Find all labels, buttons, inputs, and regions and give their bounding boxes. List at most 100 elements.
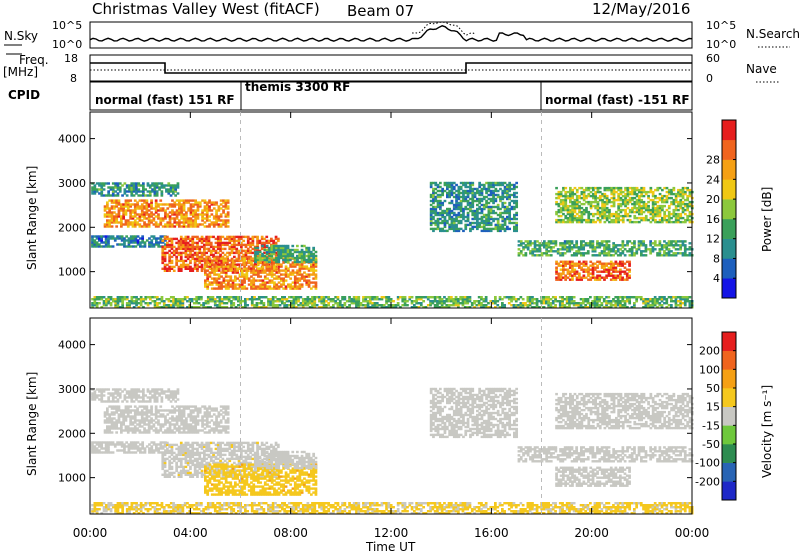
power-cell: [503, 217, 507, 221]
power-cell: [238, 279, 242, 282]
power-cell: [452, 187, 456, 191]
power-cell: [578, 200, 581, 204]
power-cell: [640, 198, 644, 202]
power-cell: [291, 254, 295, 258]
power-cell: [298, 256, 302, 260]
power-cell: [566, 220, 570, 224]
power-cell: [154, 209, 158, 212]
power-cell: [214, 245, 218, 249]
power-cell: [170, 255, 174, 259]
power-cell: [121, 194, 124, 197]
power-cell: [450, 225, 454, 229]
power-cell: [127, 243, 131, 246]
power-cell: [501, 205, 505, 209]
power-cell: [345, 306, 349, 309]
power-cell: [191, 257, 195, 261]
power-cell: [212, 223, 216, 226]
freq-panel-frame: [89, 54, 693, 82]
power-cell: [439, 207, 442, 211]
power-cell: [303, 256, 306, 260]
power-cell: [591, 254, 595, 257]
power-cell: [642, 306, 645, 309]
power-cell: [612, 200, 616, 204]
power-cell: [605, 254, 609, 257]
power-cell: [566, 210, 570, 214]
power-cell: [626, 298, 629, 301]
power-cell: [494, 199, 498, 203]
power-cell: [298, 254, 302, 258]
power-cell: [450, 181, 454, 185]
power-cell: [289, 287, 293, 290]
power-cell: [194, 211, 198, 214]
power-cell: [617, 202, 621, 206]
power-cell: [503, 219, 507, 223]
power-cell: [640, 216, 644, 220]
power-cell: [462, 217, 465, 221]
power-cell: [580, 278, 584, 281]
power-cell: [305, 275, 309, 278]
power-cell: [564, 206, 568, 210]
power-cell: [105, 300, 108, 303]
power-cell: [598, 278, 602, 281]
power-cell: [533, 302, 537, 305]
power-cell: [219, 223, 223, 226]
power-cell: [575, 244, 579, 247]
power-cell: [512, 296, 516, 299]
power-cell: [614, 276, 618, 279]
power-cell: [440, 302, 444, 305]
power-cell: [482, 185, 486, 189]
power-cell: [143, 221, 146, 224]
power-cell: [512, 298, 516, 301]
power-cell: [150, 211, 153, 214]
power-cell: [149, 296, 152, 299]
power-cell: [214, 261, 218, 265]
power-cell: [450, 193, 454, 197]
power-cell: [216, 300, 219, 303]
power-cell: [166, 243, 169, 247]
power-cell: [168, 211, 172, 214]
power-cell: [171, 205, 174, 208]
power-cell: [270, 271, 274, 274]
power-cell: [598, 220, 602, 224]
power-cell: [231, 265, 235, 268]
power-cell: [143, 205, 146, 208]
power-cell: [229, 285, 233, 288]
power-cell: [633, 200, 637, 204]
power-cell: [476, 223, 479, 227]
power-cell: [261, 258, 264, 262]
power-cell: [230, 304, 233, 307]
power-cell: [194, 219, 198, 222]
power-cell: [440, 298, 444, 301]
date-label: 12/May/2016: [592, 0, 690, 18]
power-cell: [160, 192, 164, 195]
power-cell: [103, 225, 107, 228]
power-cell: [568, 260, 572, 263]
power-cell: [586, 242, 590, 245]
power-cell: [579, 306, 583, 309]
power-cell: [436, 211, 440, 215]
power-cell: [227, 265, 230, 268]
power-cell: [213, 279, 216, 282]
power-cell: [167, 190, 171, 193]
power-cell: [640, 240, 643, 243]
power-cell: [609, 274, 613, 277]
power-cell: [457, 211, 461, 215]
power-cell: [464, 195, 468, 199]
power-cell: [107, 245, 110, 248]
power-cell: [193, 235, 197, 239]
power-cell: [244, 300, 247, 303]
power-cell: [501, 193, 505, 197]
power-cell: [466, 223, 470, 227]
power-cell: [688, 188, 692, 192]
power-cell: [568, 272, 572, 275]
power-cell: [314, 254, 318, 258]
power-cell: [596, 190, 600, 194]
power-cell: [665, 190, 669, 194]
power-cell: [688, 192, 692, 196]
power-cell: [640, 190, 644, 194]
power-cell: [672, 210, 676, 214]
power-cell: [196, 257, 199, 261]
power-cell: [617, 194, 621, 198]
power-cell: [296, 281, 299, 284]
power-cell: [155, 243, 158, 246]
